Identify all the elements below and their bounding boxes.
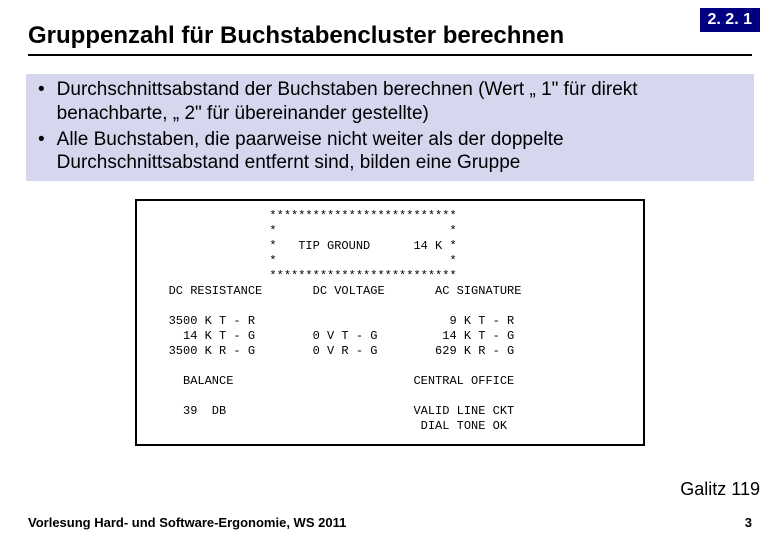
page-title: Gruppenzahl für Buchstabencluster berech… [28, 22, 752, 50]
bullet-text: Durchschnittsabstand der Buchstaben bere… [57, 78, 748, 126]
footer-left: Vorlesung Hard- und Software-Ergonomie, … [28, 515, 346, 530]
page-number: 3 [745, 515, 752, 530]
bullet-dot-icon: • [38, 128, 45, 152]
title-underline [28, 54, 752, 56]
bullet-item: • Durchschnittsabstand der Buchstaben be… [32, 78, 748, 126]
terminal-output: ************************** * * * TIP GRO… [135, 199, 645, 446]
bullet-block: • Durchschnittsabstand der Buchstaben be… [26, 74, 754, 181]
bullet-text: Alle Buchstaben, die paarweise nicht wei… [57, 128, 748, 176]
source-citation: Galitz 119 [680, 479, 760, 500]
section-badge: 2. 2. 1 [700, 8, 760, 32]
bullet-dot-icon: • [38, 78, 45, 102]
bullet-item: • Alle Buchstaben, die paarweise nicht w… [32, 128, 748, 176]
